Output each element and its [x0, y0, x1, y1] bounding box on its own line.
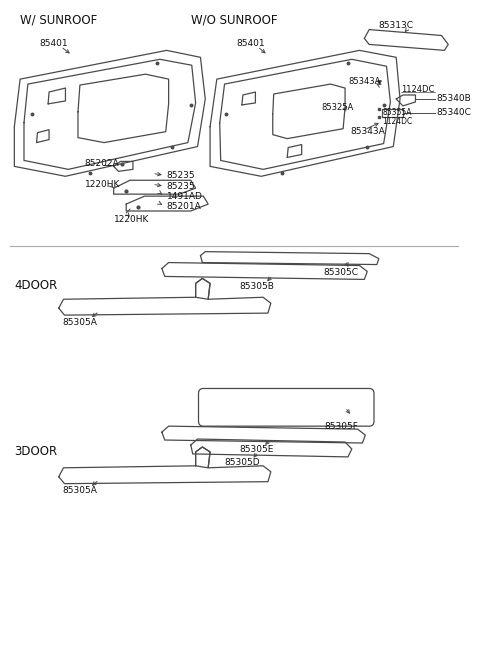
Text: 85235: 85235 [167, 181, 195, 191]
Text: 85305C: 85305C [323, 268, 358, 277]
Text: 1124DC: 1124DC [383, 117, 413, 126]
Text: 1491AD: 1491AD [167, 192, 203, 200]
Text: 85343A: 85343A [350, 127, 384, 136]
Text: 85340C: 85340C [437, 108, 471, 117]
Text: 85313C: 85313C [379, 21, 414, 30]
Text: 85305A: 85305A [62, 318, 97, 327]
Text: 85340B: 85340B [437, 94, 471, 103]
Text: 85305F: 85305F [325, 422, 359, 430]
Text: 1124DC: 1124DC [401, 84, 434, 94]
Text: 3DOOR: 3DOOR [14, 445, 58, 458]
Text: 85201A: 85201A [167, 202, 202, 210]
Text: 85401: 85401 [39, 39, 68, 48]
Text: 85305D: 85305D [225, 458, 260, 467]
Text: 85343A: 85343A [348, 77, 380, 86]
Text: W/O SUNROOF: W/O SUNROOF [191, 13, 277, 26]
Text: 1220HK: 1220HK [114, 215, 149, 225]
Text: 85355A: 85355A [383, 108, 412, 117]
Text: 85202A: 85202A [85, 159, 120, 168]
Text: 85401: 85401 [236, 39, 265, 48]
Text: 1220HK: 1220HK [85, 179, 120, 189]
Text: W/ SUNROOF: W/ SUNROOF [20, 13, 97, 26]
Text: 85305E: 85305E [239, 445, 274, 455]
Text: 85305B: 85305B [239, 282, 274, 291]
Text: 85305A: 85305A [62, 486, 97, 495]
Text: 4DOOR: 4DOOR [14, 279, 58, 292]
Text: 85325A: 85325A [321, 103, 353, 113]
Text: 85235: 85235 [167, 171, 195, 180]
